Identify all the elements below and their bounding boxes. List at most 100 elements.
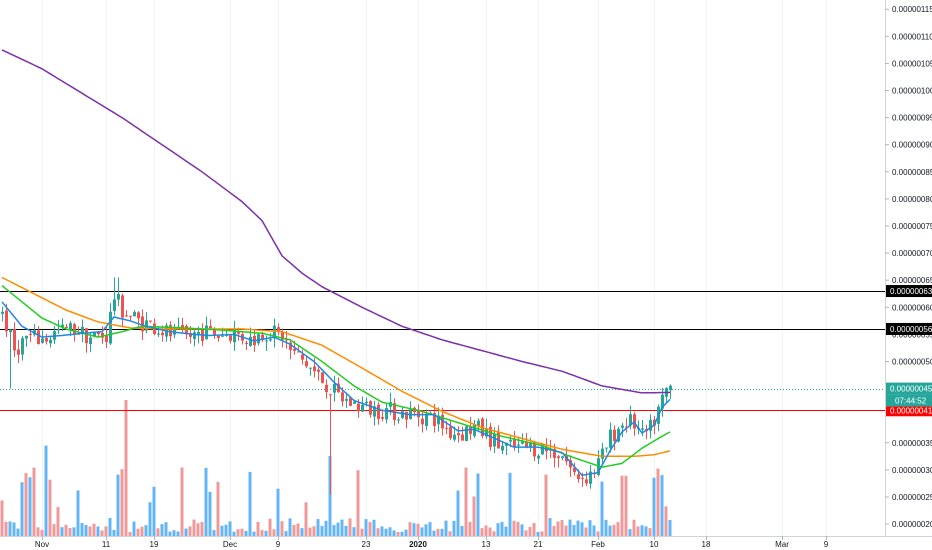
volume-bar (156, 528, 160, 536)
volume-bar (84, 524, 88, 536)
volume-bar (224, 524, 228, 536)
volume-bar (168, 531, 172, 536)
candle-body (301, 354, 304, 360)
candle-body (569, 460, 572, 468)
volume-bar (444, 520, 448, 536)
volume-bar (456, 490, 460, 536)
volume-bar (604, 519, 608, 536)
volume-bar (468, 521, 472, 536)
volume-bar (588, 520, 592, 536)
candle-body (449, 426, 452, 439)
volume-bar (380, 526, 384, 536)
candle-body (629, 414, 632, 426)
candle-body (369, 401, 372, 415)
candle-body (345, 399, 348, 401)
volume-bar (144, 525, 148, 536)
volume-bar (524, 530, 528, 536)
volume-bars (0, 400, 672, 536)
volume-bar (192, 519, 196, 536)
candle-body (101, 332, 104, 338)
candle-body (317, 369, 320, 372)
volume-bar (40, 529, 44, 536)
time-tick-label: Feb (591, 540, 605, 549)
volume-bar (336, 522, 340, 536)
candle-body (477, 420, 480, 426)
volume-bar (116, 474, 120, 536)
volume-bar (636, 526, 640, 536)
volume-bar (580, 522, 584, 536)
volume-bar (120, 469, 124, 536)
candle-body (269, 339, 272, 341)
volume-bar (492, 531, 496, 536)
volume-bar (344, 525, 348, 536)
volume-bar (308, 527, 312, 536)
price-tag-background (886, 322, 932, 335)
candle-body (313, 366, 316, 372)
price-tick-label: 0.00000070 (892, 249, 932, 258)
candle-body (145, 320, 148, 331)
candle-body (69, 323, 72, 330)
candle-body (625, 426, 628, 428)
price-tick-label: 0.00000075 (892, 222, 932, 231)
volume-bar (628, 529, 632, 536)
candle-body (557, 456, 560, 459)
volume-bar (220, 525, 224, 536)
candle-body (245, 342, 248, 344)
price-tick-label: 0.00000085 (892, 168, 932, 177)
volume-bar (136, 528, 140, 536)
volume-bar (208, 491, 212, 536)
candle-body (9, 329, 12, 333)
candle-body (517, 444, 520, 446)
volume-bar (44, 445, 48, 536)
volume-bar (340, 519, 344, 536)
volume-bar (104, 526, 108, 536)
candle-body (333, 383, 336, 393)
volume-bar (488, 527, 492, 536)
volume-bar (252, 531, 256, 536)
volume-bar (568, 519, 572, 536)
volume-bar (264, 530, 268, 536)
volume-bar (108, 518, 112, 536)
volume-bar (584, 527, 588, 536)
volume-bar (600, 481, 604, 536)
volume-bar (12, 522, 16, 536)
candle-body (185, 325, 188, 335)
candle-body (649, 419, 652, 431)
volume-bar (520, 524, 524, 536)
volume-bar (548, 518, 552, 536)
candle-body (577, 474, 580, 480)
candle-body (581, 477, 584, 479)
candle-body (521, 441, 524, 444)
volume-bar (540, 531, 544, 536)
candle-body (353, 401, 356, 404)
volume-bar (260, 530, 264, 536)
price-tick-label: 0.00000100 (892, 87, 932, 96)
candle-body (281, 332, 284, 340)
volume-bar (48, 479, 52, 536)
volume-bar (412, 523, 416, 536)
candle-body (553, 448, 556, 458)
volume-bar (648, 528, 652, 536)
volume-bar (184, 528, 188, 536)
candle-body (85, 328, 88, 344)
time-axis[interactable]: Nov 11 19 Dec 9 23 2020 13 21 Feb 10 18 Mar 9 (35, 536, 829, 549)
candle-body (349, 397, 352, 406)
price-tick-label: 0.00000110 (892, 32, 932, 41)
candle-body (221, 335, 224, 337)
candle-body (89, 337, 92, 345)
candle-body (49, 339, 52, 344)
volume-bar (160, 524, 164, 536)
volume-bar (452, 520, 456, 536)
time-tick-label: 2020 (409, 540, 427, 549)
volume-bar (612, 524, 616, 536)
countdown-tag-background (886, 394, 932, 407)
candle-body (405, 412, 408, 420)
volume-bar (592, 525, 596, 536)
candle-body (641, 428, 644, 430)
volume-bar (368, 522, 372, 536)
volume-bar (528, 527, 532, 536)
candle-body (81, 326, 84, 333)
candle-body (453, 434, 456, 440)
